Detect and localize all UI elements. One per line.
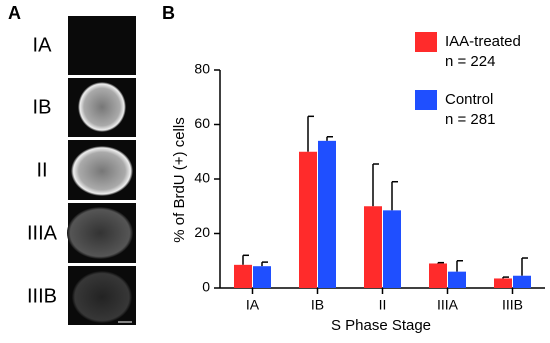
y-tick-label: 40 (194, 170, 210, 186)
y-tick-label: 20 (194, 224, 210, 240)
legend-label: Control (445, 91, 493, 108)
y-tick-label: 0 (202, 279, 210, 295)
y-tick-label: 60 (194, 115, 210, 131)
x-axis-label: S Phase Stage (331, 317, 431, 334)
bar (429, 263, 447, 288)
bar (383, 210, 401, 288)
x-tick-label: IB (311, 297, 324, 313)
x-tick-label: IIIB (502, 297, 523, 313)
stage-label: IA (33, 34, 53, 56)
legend-label: IAA-treated (445, 33, 521, 50)
legend-swatch (415, 90, 437, 110)
stage-label: IIIA (27, 222, 58, 244)
bar (494, 278, 512, 288)
panel-label: A (8, 3, 21, 23)
stage-label: IIIB (27, 285, 57, 307)
legend-swatch (415, 32, 437, 52)
bar (513, 275, 531, 288)
x-tick-label: IIIA (437, 297, 459, 313)
x-tick-label: II (379, 297, 387, 313)
bar (448, 271, 466, 288)
bar (234, 264, 252, 288)
micrographs (67, 16, 136, 325)
bar (253, 266, 271, 288)
bar (299, 151, 317, 288)
legend-count: n = 281 (445, 111, 495, 128)
bar (364, 206, 382, 288)
bar (318, 140, 336, 288)
stage-label: II (36, 159, 47, 181)
scale-bar-label: 5 µm (117, 327, 133, 334)
stage-label: IB (33, 96, 52, 118)
legend-count: n = 224 (445, 53, 495, 70)
x-tick-label: IA (246, 297, 260, 313)
y-tick-label: 80 (194, 61, 210, 77)
y-axis-label: % of BrdU (+) cells (171, 117, 188, 242)
panel-label: B (162, 3, 175, 23)
